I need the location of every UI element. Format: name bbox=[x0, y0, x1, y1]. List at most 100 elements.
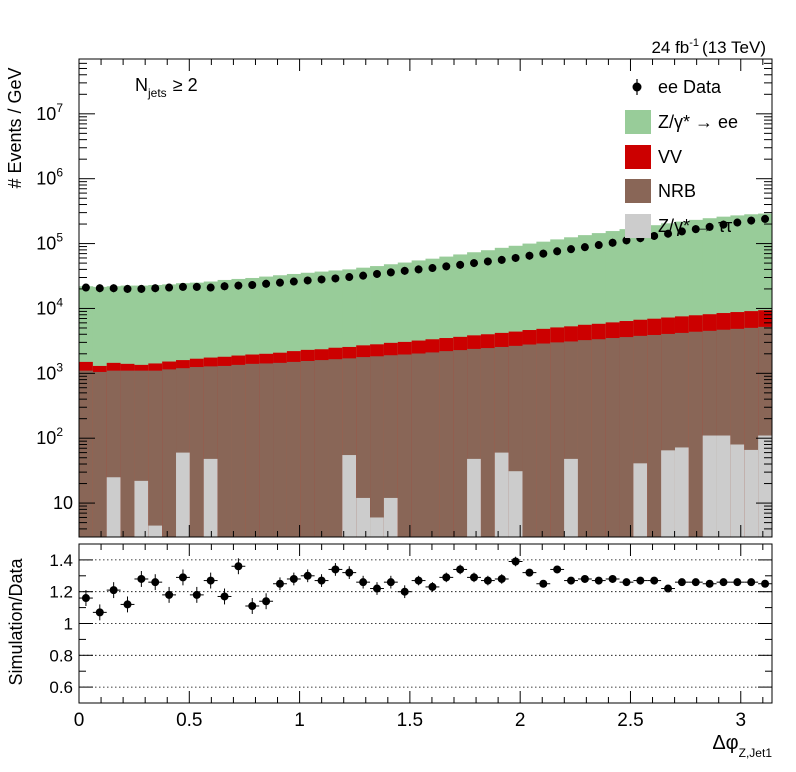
data-point bbox=[761, 214, 770, 223]
bar-ztautau bbox=[716, 435, 731, 537]
ratio-point bbox=[483, 576, 492, 585]
bar-nrb bbox=[480, 348, 496, 537]
bar-nrb bbox=[591, 339, 607, 537]
ratio-point bbox=[650, 576, 659, 585]
main-x-ticks bbox=[78, 59, 764, 537]
ratio-point bbox=[719, 578, 728, 587]
stacked-histogram bbox=[79, 213, 773, 538]
data-point bbox=[386, 268, 395, 277]
data-point bbox=[109, 284, 118, 293]
data-point bbox=[705, 222, 714, 231]
ratio-points bbox=[79, 556, 772, 621]
data-point bbox=[580, 243, 589, 252]
legend: ee Data Z/γ* → ee VV NRB Z/γ* → ττ bbox=[625, 77, 738, 238]
ratio-point bbox=[165, 590, 174, 599]
legend-entry: ee Data bbox=[632, 77, 722, 97]
legend-label: Z/γ* → ee bbox=[658, 112, 738, 132]
bar-ztautau bbox=[508, 471, 523, 537]
ratio-point bbox=[220, 592, 229, 601]
bar-nrb bbox=[189, 367, 205, 537]
bar-nrb bbox=[245, 363, 260, 537]
ratio-y-ticks: 0.6 0.8 1 1.2 1.4 bbox=[49, 543, 772, 704]
data-point bbox=[206, 283, 215, 292]
ratio-point bbox=[248, 602, 257, 611]
ratio-y-tick-label: 1 bbox=[64, 615, 73, 634]
data-point bbox=[275, 278, 284, 287]
bar-nrb bbox=[259, 363, 274, 537]
ratio-point bbox=[372, 584, 381, 593]
bar-nrb bbox=[577, 340, 593, 537]
data-point bbox=[303, 276, 312, 285]
data-point bbox=[497, 255, 506, 264]
data-point bbox=[470, 259, 479, 268]
bar-nrb bbox=[439, 351, 454, 537]
ratio-point bbox=[636, 576, 645, 585]
bar-ztautau bbox=[106, 477, 121, 537]
ratio-gridlines bbox=[79, 559, 772, 688]
data-point bbox=[650, 231, 659, 240]
data-point bbox=[317, 275, 326, 284]
ratio-point bbox=[234, 562, 243, 571]
bar-nrb bbox=[619, 337, 634, 537]
bar-ztautau bbox=[674, 447, 690, 537]
ratio-point bbox=[705, 579, 714, 588]
bar-ztautau bbox=[203, 458, 218, 537]
x-tick-label: 2.5 bbox=[617, 710, 643, 731]
data-point bbox=[178, 282, 187, 291]
ratio-x-ticks: 0 0.5 1 1.5 2 2.5 3 bbox=[74, 544, 764, 731]
ratio-plot: 0.6 0.8 1 1.2 1.4 0 0.5 1 1.5 2 2.5 3 bbox=[49, 543, 773, 731]
bar-nrb bbox=[647, 334, 662, 537]
ratio-point bbox=[206, 576, 215, 585]
data-point bbox=[414, 265, 423, 274]
ratio-point bbox=[442, 573, 451, 582]
legend-entry: NRB bbox=[625, 179, 696, 203]
bar-nrb bbox=[231, 364, 246, 537]
ratio-point bbox=[151, 578, 160, 587]
data-point bbox=[442, 262, 451, 271]
data-point bbox=[608, 238, 617, 247]
bar-nrb bbox=[370, 356, 385, 537]
data-point bbox=[234, 281, 243, 290]
ratio-point bbox=[594, 576, 603, 585]
bar-nrb bbox=[397, 354, 413, 537]
ratio-point bbox=[359, 578, 368, 587]
ratio-point bbox=[608, 574, 617, 583]
bar-nrb bbox=[453, 350, 468, 537]
data-point bbox=[248, 280, 257, 289]
bar-ztautau bbox=[383, 497, 399, 537]
data-point bbox=[192, 282, 201, 291]
legend-entry: VV bbox=[625, 145, 682, 169]
bar-ztautau bbox=[730, 444, 745, 537]
bar-ztautau bbox=[176, 452, 191, 537]
ratio-point bbox=[317, 576, 326, 585]
bar-ztautau bbox=[467, 458, 482, 537]
selection-label: Njets ≥ 2 bbox=[135, 75, 198, 100]
ratio-point bbox=[747, 578, 756, 587]
bar-ztautau bbox=[370, 517, 385, 537]
x-axis-label: ΔφZ,Jet1 bbox=[712, 732, 772, 760]
data-point bbox=[553, 247, 562, 256]
ratio-point bbox=[178, 573, 187, 582]
bar-nrb bbox=[162, 369, 177, 537]
bar-ztautau bbox=[148, 525, 163, 537]
bar-ztautau bbox=[134, 480, 149, 537]
data-point bbox=[483, 257, 492, 266]
ratio-point bbox=[733, 578, 742, 587]
bar-nrb bbox=[120, 370, 135, 537]
ratio-y-tick-label: 1.2 bbox=[49, 583, 73, 602]
bar-nrb bbox=[605, 338, 620, 537]
ratio-point bbox=[664, 584, 673, 593]
ratio-point bbox=[456, 565, 465, 574]
ratio-point bbox=[109, 586, 118, 595]
data-point bbox=[525, 251, 534, 260]
ratio-point bbox=[761, 579, 770, 588]
ratio-point bbox=[192, 590, 201, 599]
ratio-y-tick-label: 1.4 bbox=[49, 551, 73, 570]
y-tick-label: 10 bbox=[53, 493, 73, 513]
legend-swatch bbox=[625, 214, 651, 238]
bar-nrb bbox=[328, 359, 343, 537]
luminosity-label: 24 fb-1 (13 TeV) bbox=[651, 37, 766, 57]
legend-entry: Z/γ* → ee bbox=[625, 110, 738, 134]
ratio-point bbox=[331, 565, 340, 574]
